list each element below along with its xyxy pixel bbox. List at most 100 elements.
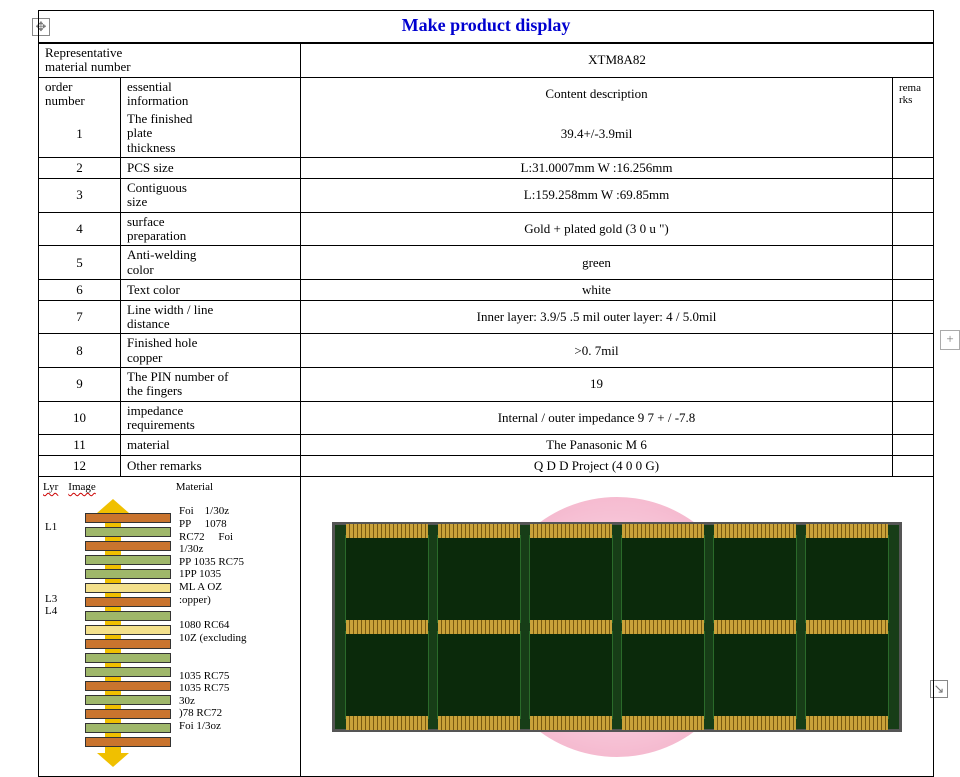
material-line: Foi 1/3oz	[179, 720, 247, 733]
pcb-die	[805, 535, 889, 623]
pcb-die	[437, 631, 521, 719]
row-desc: Q D D Project (4 0 0 G)	[301, 456, 893, 476]
pcb-die	[805, 631, 889, 719]
row-info: surfacepreparation	[121, 213, 301, 246]
header-row-2: order number essential information Conte…	[39, 77, 933, 111]
rep-l2: material number	[45, 60, 131, 74]
material-line: ML A OZ	[179, 581, 247, 594]
pcb-die	[621, 631, 705, 719]
info-l2: information	[127, 94, 188, 108]
stack-plate	[85, 597, 171, 607]
row-desc: L:159.258mm W :69.85mm	[301, 179, 893, 212]
pcb-die	[345, 535, 429, 623]
row-desc: Gold + plated gold (3 0 u ")	[301, 213, 893, 246]
row-desc: white	[301, 280, 893, 300]
pcb-die	[713, 631, 797, 719]
row-desc: green	[301, 246, 893, 279]
stack-plate	[85, 737, 171, 747]
row-desc: The Panasonic M 6	[301, 435, 893, 455]
stack-plate	[85, 569, 171, 579]
stack-plate	[85, 653, 171, 663]
row-desc: Internal / outer impedance 9 7 + / -7.8	[301, 402, 893, 435]
row-number: 2	[39, 158, 121, 178]
rep-l1: Representative	[45, 46, 122, 60]
spec-row: 10impedancerequirementsInternal / outer …	[39, 401, 933, 435]
pcb-board	[332, 522, 902, 732]
header-row-1: Representative material number XTM8A82	[39, 43, 933, 77]
pcb-photo-area	[301, 477, 933, 776]
material-line: Foi 1/30z	[179, 505, 247, 518]
col-remarks: rema rks	[893, 78, 933, 111]
row-remarks	[893, 213, 933, 246]
row-number: 6	[39, 280, 121, 300]
material-line	[179, 644, 247, 657]
spec-row: 8Finished holecopper>0. 7mil	[39, 333, 933, 367]
row-info: Anti-weldingcolor	[121, 246, 301, 279]
row-number: 10	[39, 402, 121, 435]
stack-plate	[85, 611, 171, 621]
row-remarks	[893, 179, 933, 212]
col-content-desc: Content description	[301, 78, 893, 111]
row-info: material	[121, 435, 301, 455]
row-number: 12	[39, 456, 121, 476]
stack-plate	[85, 583, 171, 593]
row-number: 5	[39, 246, 121, 279]
row-info: The PIN number ofthe fingers	[121, 368, 301, 401]
row-desc: >0. 7mil	[301, 334, 893, 367]
row-remarks	[893, 456, 933, 476]
material-line: 1/30z	[179, 543, 247, 556]
row-info: The finishedplatethickness	[121, 110, 301, 157]
row-number: 9	[39, 368, 121, 401]
material-line: 1PP 1035	[179, 568, 247, 581]
spec-row: 2PCS sizeL:31.0007mm W :16.256mm	[39, 157, 933, 178]
stack-plate	[85, 527, 171, 537]
rem-l2: rks	[899, 94, 912, 106]
stack-plate	[85, 555, 171, 565]
row-remarks	[893, 110, 933, 157]
row-number: 11	[39, 435, 121, 455]
layer-labels: L1L3L4	[45, 521, 57, 617]
page-title: Make product display	[39, 11, 933, 43]
material-line: )78 RC72	[179, 707, 247, 720]
row-number: 4	[39, 213, 121, 246]
row-info: Other remarks	[121, 456, 301, 476]
material-line: PP 1078	[179, 518, 247, 531]
row-remarks	[893, 435, 933, 455]
row-desc: 39.4+/-3.9mil	[301, 110, 893, 157]
row-remarks	[893, 301, 933, 334]
add-col-handle[interactable]: +	[940, 330, 960, 350]
stack-plate	[85, 667, 171, 677]
material-line	[179, 657, 247, 670]
row-desc: Inner layer: 3.9/5 .5 mil outer layer: 4…	[301, 301, 893, 334]
ord-l1: order	[45, 80, 72, 94]
row-info: impedancerequirements	[121, 402, 301, 435]
spec-row: 9The PIN number ofthe fingers19	[39, 367, 933, 401]
col-rep-material: Representative material number	[39, 44, 301, 77]
row-info: Finished holecopper	[121, 334, 301, 367]
row-number: 3	[39, 179, 121, 212]
pcb-die	[345, 631, 429, 719]
row-desc: L:31.0007mm W :16.256mm	[301, 158, 893, 178]
figure-row: Lyr Image Material L1L3L4 Foi 1/30zPP 10…	[39, 476, 933, 776]
pcb-die	[713, 535, 797, 623]
stack-plate	[85, 723, 171, 733]
row-number: 1	[39, 110, 121, 157]
spec-row: 6Text colorwhite	[39, 279, 933, 300]
row-remarks	[893, 246, 933, 279]
row-remarks	[893, 368, 933, 401]
pcb-die	[529, 631, 613, 719]
rem-l1: rema	[899, 82, 921, 94]
spec-row: 7Line width / linedistanceInner layer: 3…	[39, 300, 933, 334]
material-line: :opper)	[179, 594, 247, 607]
material-line	[179, 606, 247, 619]
stack-plate	[85, 513, 171, 523]
material-line: 30z	[179, 695, 247, 708]
info-l1: essential	[127, 80, 172, 94]
stack-visual	[85, 507, 171, 767]
stack-hdr-img: Image	[68, 481, 95, 493]
pcb-die	[621, 535, 705, 623]
row-desc: 19	[301, 368, 893, 401]
stack-hdr-lyr: Lyr	[43, 481, 58, 493]
row-info: Contiguoussize	[121, 179, 301, 212]
material-line: 10Z (excluding	[179, 632, 247, 645]
